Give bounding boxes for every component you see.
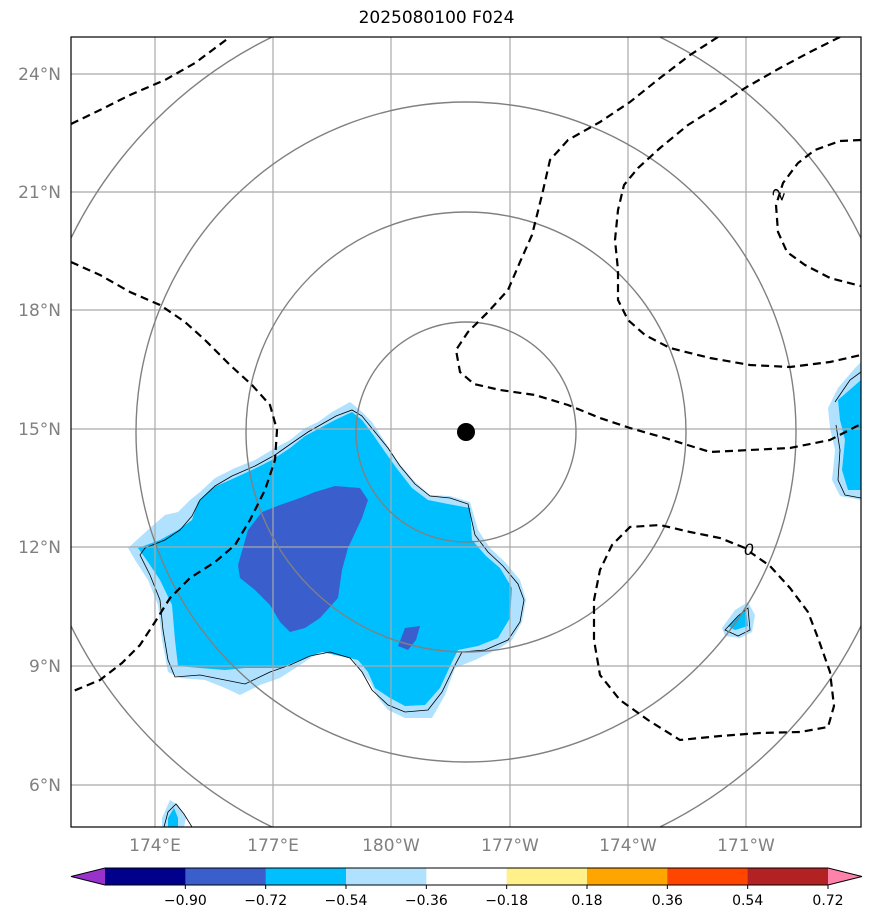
lat-label: 21°N <box>18 183 61 203</box>
lat-label: 6°N <box>29 776 61 796</box>
lon-label: 177°W <box>481 836 539 856</box>
lat-label: 24°N <box>18 65 61 85</box>
latitude-labels: 24°N 21°N 18°N 15°N 12°N 9°N 6°N <box>18 65 61 796</box>
anomaly-fill-dark <box>238 486 420 650</box>
colorbar-swatch <box>265 868 347 885</box>
colorbar-extend-high <box>828 868 862 885</box>
lat-label: 18°N <box>18 301 61 321</box>
colorbar-swatch <box>346 868 427 885</box>
colorbar-tick-label: −0.90 <box>164 893 207 909</box>
lon-label: 180°W <box>362 836 420 856</box>
colorbar: −0.90 −0.72 −0.54 −0.36 −0.18 0.18 0.36 0.54 0.7… <box>70 867 863 909</box>
plot-frame <box>70 36 862 828</box>
storm-center-marker <box>457 423 475 441</box>
plot-area: 2 0 <box>71 37 861 827</box>
longitude-labels: 174°E 177°E 180°W 177°W 174°W 171°W <box>129 836 775 856</box>
colorbar-tick-label: −0.54 <box>325 893 368 909</box>
colorbar-swatch <box>506 868 588 885</box>
colorbar-extend-low <box>71 868 105 885</box>
colorbar-swatch <box>426 868 508 885</box>
lon-label: 177°E <box>247 836 299 856</box>
colorbar-swatch <box>667 868 749 885</box>
colorbar-tick-label: 0.54 <box>732 893 763 909</box>
anomaly-outline <box>139 371 861 827</box>
colorbar-swatch <box>747 868 829 885</box>
colorbar-tick-label: −0.18 <box>485 893 528 909</box>
lat-label: 15°N <box>18 420 61 440</box>
colorbar-swatch <box>105 868 186 885</box>
contour-lines <box>71 37 861 742</box>
colorbar-tick-label: 0.18 <box>571 893 602 909</box>
lat-label: 9°N <box>29 657 61 677</box>
range-rings <box>71 37 861 827</box>
colorbar-swatch <box>587 868 668 885</box>
colorbar-swatch <box>185 868 267 885</box>
lon-label: 174°W <box>599 836 657 856</box>
lon-label: 171°W <box>717 836 775 856</box>
lat-label: 12°N <box>18 538 61 558</box>
colorbar-tick-label: 0.72 <box>812 893 843 909</box>
contour-label-0: 0 <box>744 540 754 559</box>
colorbar-tick-label: 0.36 <box>652 893 683 909</box>
colorbar-tick-label: −0.72 <box>244 893 287 909</box>
lon-label: 174°E <box>129 836 181 856</box>
colorbar-outline <box>70 867 863 886</box>
colorbar-tick-label: −0.36 <box>405 893 448 909</box>
map-title: 2025080100 F024 <box>358 8 515 28</box>
